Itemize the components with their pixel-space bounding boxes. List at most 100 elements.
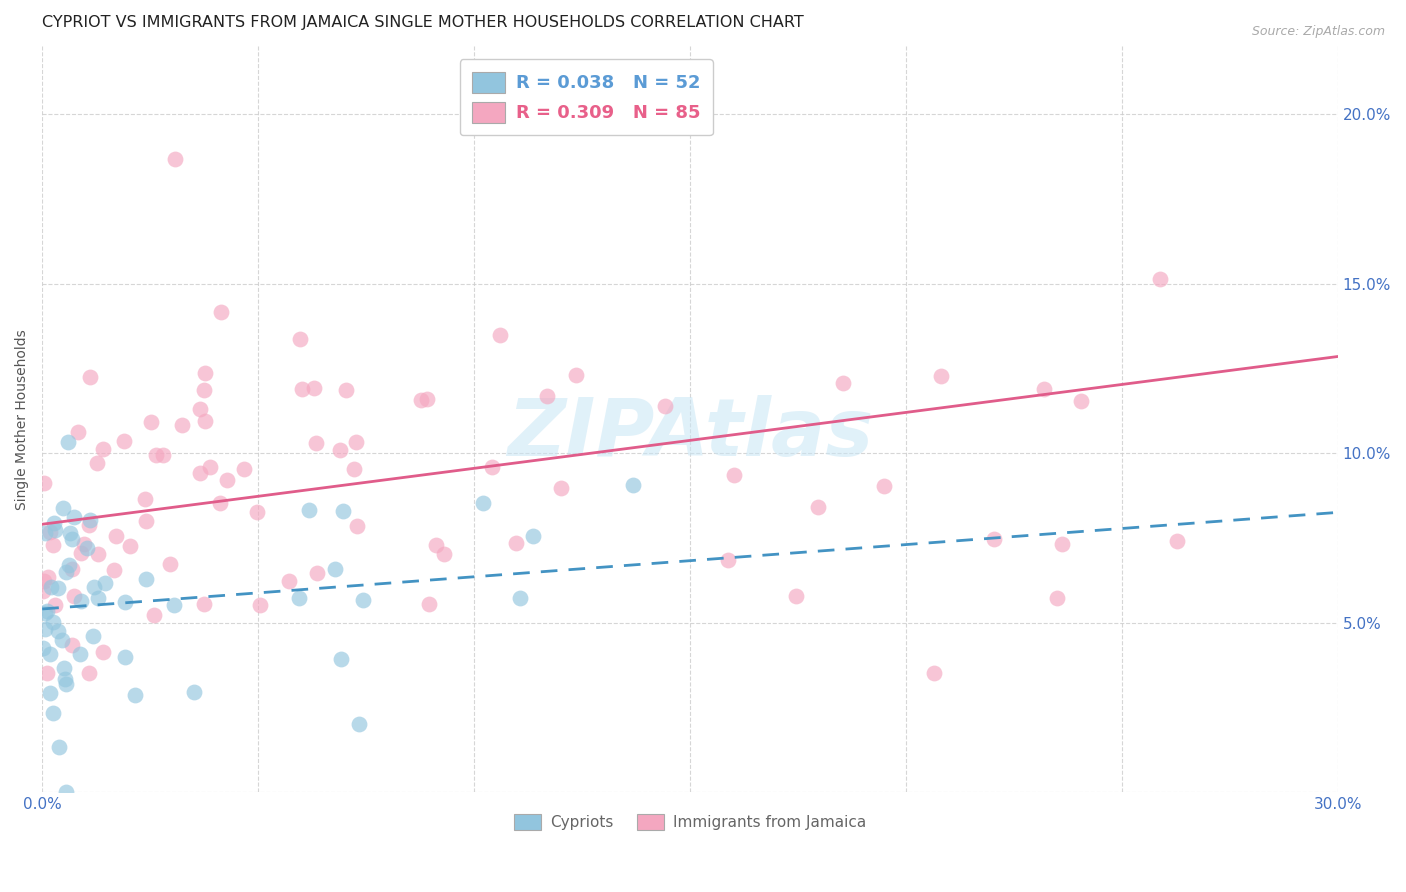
Point [209, 305, 232, 319]
Point [332, 504, 354, 518]
Point [183, 684, 205, 698]
Point [87, 547, 110, 561]
Point [79, 513, 101, 527]
Point [55, 565, 77, 579]
Point [509, 591, 531, 605]
Point [1149, 272, 1171, 286]
Point [32, 584, 55, 599]
Point [536, 388, 558, 402]
Point [42, 615, 65, 630]
Point [145, 448, 167, 462]
Point [188, 402, 211, 417]
Point [425, 538, 447, 552]
Point [52, 501, 75, 516]
Point [79, 369, 101, 384]
Point [298, 503, 321, 517]
Point [723, 468, 745, 483]
Point [34, 606, 56, 620]
Point [39, 580, 62, 594]
Point [105, 529, 128, 543]
Point [134, 492, 156, 507]
Point [305, 435, 328, 450]
Point [76, 541, 98, 556]
Point [135, 514, 157, 528]
Point [433, 547, 456, 561]
Point [73, 537, 96, 551]
Point [70, 594, 93, 608]
Point [288, 591, 311, 606]
Point [42, 538, 65, 552]
Point [55, 785, 77, 799]
Point [329, 443, 352, 458]
Point [1070, 394, 1092, 409]
Point [717, 553, 740, 567]
Point [481, 459, 503, 474]
Point [141, 415, 163, 429]
Point [188, 466, 211, 480]
Point [1050, 537, 1073, 551]
Point [1046, 591, 1069, 606]
Y-axis label: Single Mother Households: Single Mother Households [15, 329, 30, 509]
Point [278, 574, 301, 588]
Point [103, 563, 125, 577]
Point [929, 368, 952, 383]
Point [806, 500, 828, 515]
Point [832, 376, 855, 390]
Point [873, 479, 896, 493]
Point [34, 574, 56, 588]
Point [922, 666, 945, 681]
Point [34, 526, 56, 541]
Point [91, 442, 114, 457]
Point [198, 460, 221, 475]
Point [70, 546, 93, 560]
Point [34, 475, 56, 490]
Point [35, 666, 58, 681]
Point [489, 327, 512, 342]
Point [335, 383, 357, 397]
Point [58, 558, 80, 573]
Point [245, 505, 267, 519]
Point [416, 392, 439, 406]
Point [215, 474, 238, 488]
Point [37, 570, 59, 584]
Point [77, 517, 100, 532]
Point [288, 332, 311, 346]
Point [291, 382, 314, 396]
Point [342, 462, 364, 476]
Point [159, 558, 181, 572]
Point [347, 717, 370, 731]
Point [346, 518, 368, 533]
Point [32, 641, 55, 656]
Point [55, 677, 77, 691]
Point [46, 581, 69, 595]
Point [471, 496, 494, 510]
Point [67, 425, 90, 440]
Point [124, 688, 146, 702]
Point [194, 414, 217, 428]
Point [323, 562, 346, 576]
Point [194, 366, 217, 380]
Point [39, 647, 62, 661]
Point [409, 393, 432, 408]
Text: ZIPAtlas: ZIPAtlas [506, 395, 873, 473]
Point [193, 597, 215, 611]
Point [39, 524, 62, 539]
Point [352, 593, 374, 607]
Point [53, 660, 76, 674]
Point [785, 590, 807, 604]
Point [120, 539, 142, 553]
Point [307, 566, 329, 580]
Point [39, 686, 62, 700]
Point [172, 418, 194, 433]
Point [344, 434, 367, 449]
Point [77, 666, 100, 681]
Point [59, 526, 82, 541]
Point [83, 580, 105, 594]
Point [42, 706, 65, 721]
Point [56, 434, 79, 449]
Point [60, 532, 83, 546]
Point [983, 532, 1005, 546]
Point [163, 152, 186, 166]
Point [163, 598, 186, 612]
Point [48, 739, 70, 754]
